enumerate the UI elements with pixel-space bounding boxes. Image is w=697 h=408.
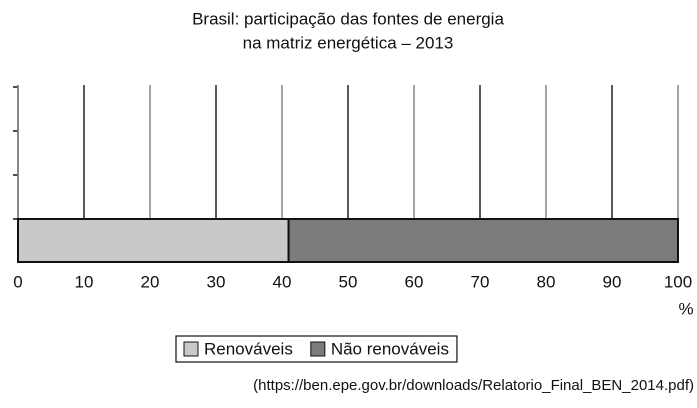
x-tick-label: 70 — [471, 272, 490, 291]
legend-swatch — [310, 341, 326, 357]
x-tick-label: 60 — [405, 272, 424, 291]
x-tick-label: 20 — [141, 272, 160, 291]
legend-box — [175, 335, 458, 363]
x-axis-label: % — [678, 299, 693, 318]
x-tick-label: 0 — [13, 272, 22, 291]
x-tick-label: 40 — [273, 272, 292, 291]
bar-segment — [287, 218, 679, 263]
source-note: (https://ben.epe.gov.br/downloads/Relato… — [253, 377, 694, 394]
legend-swatch — [183, 341, 199, 357]
x-tick-label: 50 — [339, 272, 358, 291]
x-tick-label: 90 — [603, 272, 622, 291]
x-tick-label: 100 — [664, 272, 692, 291]
chart-title: na matriz energética – 2013 — [243, 33, 454, 52]
chart-title: Brasil: participação das fontes de energ… — [192, 9, 504, 28]
bar-segment — [17, 218, 290, 263]
x-tick-label: 10 — [75, 272, 94, 291]
x-tick-label: 80 — [537, 272, 556, 291]
legend-label: Renováveis — [204, 339, 293, 358]
legend-label: Não renováveis — [331, 339, 449, 358]
x-tick-label: 30 — [207, 272, 226, 291]
